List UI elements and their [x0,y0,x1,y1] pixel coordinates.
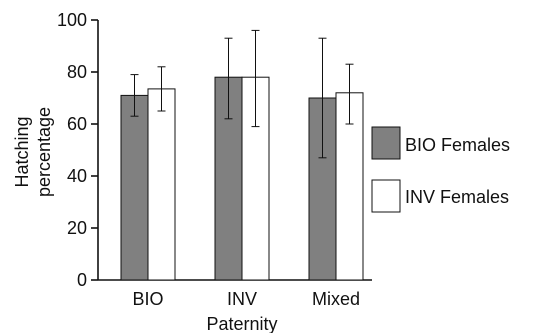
bar-bio-females-bio [120,94,149,281]
x-tick-labels: BIO INV Mixed [132,289,360,309]
y-tick-label: 60 [67,114,87,134]
x-axis-title: Paternity [206,314,277,333]
y-axis-title-line-2: percentage [34,107,54,197]
x-tick-label: Mixed [312,289,360,309]
x-tick-label: BIO [132,289,163,309]
x-tick-label: INV [227,289,257,309]
legend-swatch-inv-females [371,179,401,213]
y-tick-label: 20 [67,218,87,238]
error-bars [130,29,354,159]
y-tick-label: 40 [67,166,87,186]
y-axis-title: Hatching percentage [12,107,54,197]
y-tick-label: 80 [67,62,87,82]
y-axis-title-line-1: Hatching [12,116,32,187]
legend: BIO Females INV Females [371,126,510,213]
bars [120,76,364,281]
y-ticks: 0 20 40 60 80 100 [57,10,98,290]
y-tick-label: 0 [77,270,87,290]
legend-swatch-bio-females [371,126,401,160]
legend-label-bio-females: BIO Females [405,135,510,155]
y-tick-label: 100 [57,10,87,30]
bar-inv-females-bio [147,88,176,281]
legend-label-inv-females: INV Females [405,187,509,207]
